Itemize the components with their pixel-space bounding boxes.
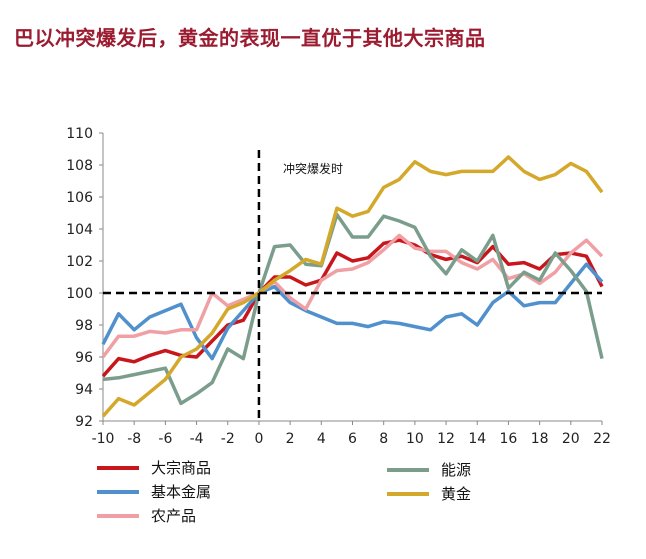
x-tick-label: -2 xyxy=(221,431,235,447)
x-tick-label: 10 xyxy=(406,431,424,447)
legend-label: 黄金 xyxy=(441,485,472,503)
y-tick-label: 108 xyxy=(66,158,93,174)
y-tick-label: 104 xyxy=(66,222,93,238)
x-tick-label: 20 xyxy=(562,431,580,447)
series-line-2 xyxy=(101,233,604,359)
legend-label: 大宗商品 xyxy=(151,459,212,477)
legend-item-commodities: 大宗商品 xyxy=(97,457,211,478)
x-tick-label: 6 xyxy=(348,431,357,447)
y-tick-label: 98 xyxy=(75,318,93,334)
x-tick-label: 18 xyxy=(531,431,549,447)
x-tick-label: -6 xyxy=(158,431,172,447)
x-tick-label: -10 xyxy=(92,431,115,447)
series-line-0 xyxy=(101,238,604,378)
legend-label: 农产品 xyxy=(151,507,197,525)
x-tick-label: 0 xyxy=(254,431,263,447)
x-tick-label: 2 xyxy=(286,431,295,447)
y-tick-label: 94 xyxy=(75,382,93,398)
legend-item-gold: 黄金 xyxy=(387,483,471,504)
y-tick-label: 106 xyxy=(66,190,93,206)
y-tick-label: 100 xyxy=(66,286,93,302)
x-tick-label: 4 xyxy=(317,431,326,447)
chart-title: 巴以冲突爆发后，黄金的表现一直优于其他大宗商品 xyxy=(14,26,486,50)
x-tick-label: 14 xyxy=(468,431,486,447)
y-tick-label: 92 xyxy=(75,414,93,430)
legend-item-energy: 能源 xyxy=(387,459,471,480)
x-tick-label: 16 xyxy=(500,431,518,447)
x-tick-label: 8 xyxy=(379,431,388,447)
legend-item-agriculture: 农产品 xyxy=(97,505,196,526)
y-tick-label: 96 xyxy=(75,350,93,366)
legend-swatch xyxy=(97,465,139,470)
legend-item-base-metals: 基本金属 xyxy=(97,481,211,502)
x-tick-label: 12 xyxy=(437,431,455,447)
series-line-3 xyxy=(102,212,604,406)
legend-swatch xyxy=(97,513,139,518)
legend-label: 能源 xyxy=(441,461,472,479)
y-tick-label: 110 xyxy=(66,126,93,142)
x-tick-label: -4 xyxy=(190,431,204,447)
series-line-1 xyxy=(101,262,604,361)
legend-swatch xyxy=(97,489,139,494)
x-tick-label: -8 xyxy=(127,431,141,447)
y-tick-label: 102 xyxy=(66,254,93,270)
series-line-4 xyxy=(101,155,604,418)
annotation-conflict: 冲突爆发时 xyxy=(283,161,343,176)
legend-swatch xyxy=(387,467,429,472)
legend-label: 基本金属 xyxy=(151,483,212,501)
legend-swatch xyxy=(387,491,429,496)
x-tick-label: 22 xyxy=(593,431,611,447)
